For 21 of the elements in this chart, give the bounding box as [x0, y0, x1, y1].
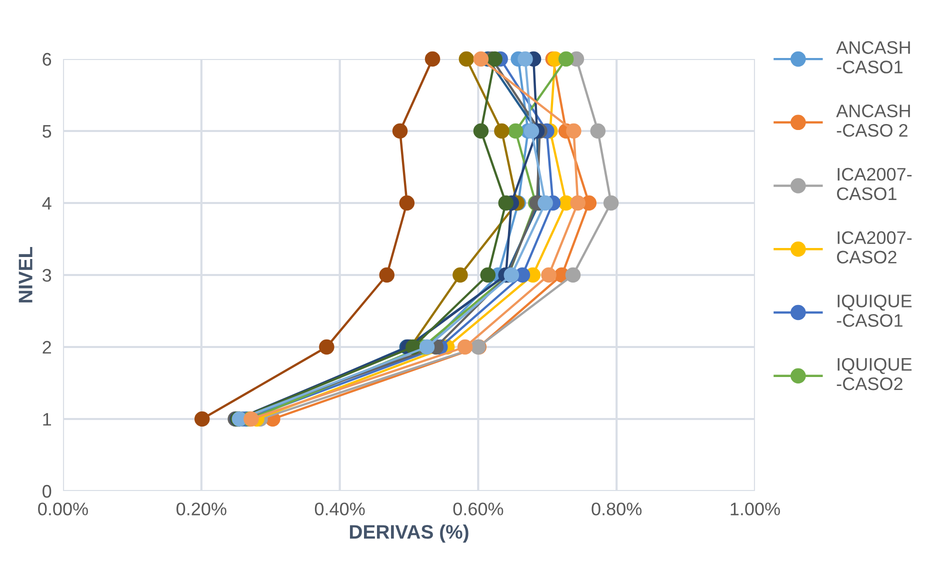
y-tick-label: 2	[42, 340, 51, 354]
y-tick-label: 0	[42, 484, 52, 498]
x-tick-label: 0.40%	[314, 502, 365, 516]
y-tick-label: 3	[42, 268, 52, 282]
y-tick-label: 6	[42, 52, 52, 66]
x-tick-label: 0.00%	[38, 502, 88, 516]
legend-label: ANCASH -CASO1	[836, 41, 910, 74]
legend-label: IQUIQUE -CASO2	[836, 358, 912, 390]
x-axis-title: DERIVAS (%)	[350, 524, 468, 543]
y-axis-title: NIVEL	[18, 246, 32, 302]
x-tick-label: 0.60%	[453, 502, 504, 516]
x-tick-label: 1.00%	[730, 502, 780, 516]
x-tick-label: 0.80%	[592, 502, 642, 516]
legend-label: ANCASH -CASO 2	[836, 104, 910, 137]
x-tick-label: 0.20%	[176, 502, 226, 516]
legend-label: ICA2007- CASO1	[837, 168, 912, 200]
y-tick-label: 1	[43, 413, 52, 426]
legend-label: IQUIQUE -CASO1	[836, 294, 912, 327]
y-tick-label: 4	[42, 197, 52, 210]
y-tick-label: 5	[42, 125, 52, 138]
legend-label: ICA2007- CASO2	[837, 231, 912, 264]
